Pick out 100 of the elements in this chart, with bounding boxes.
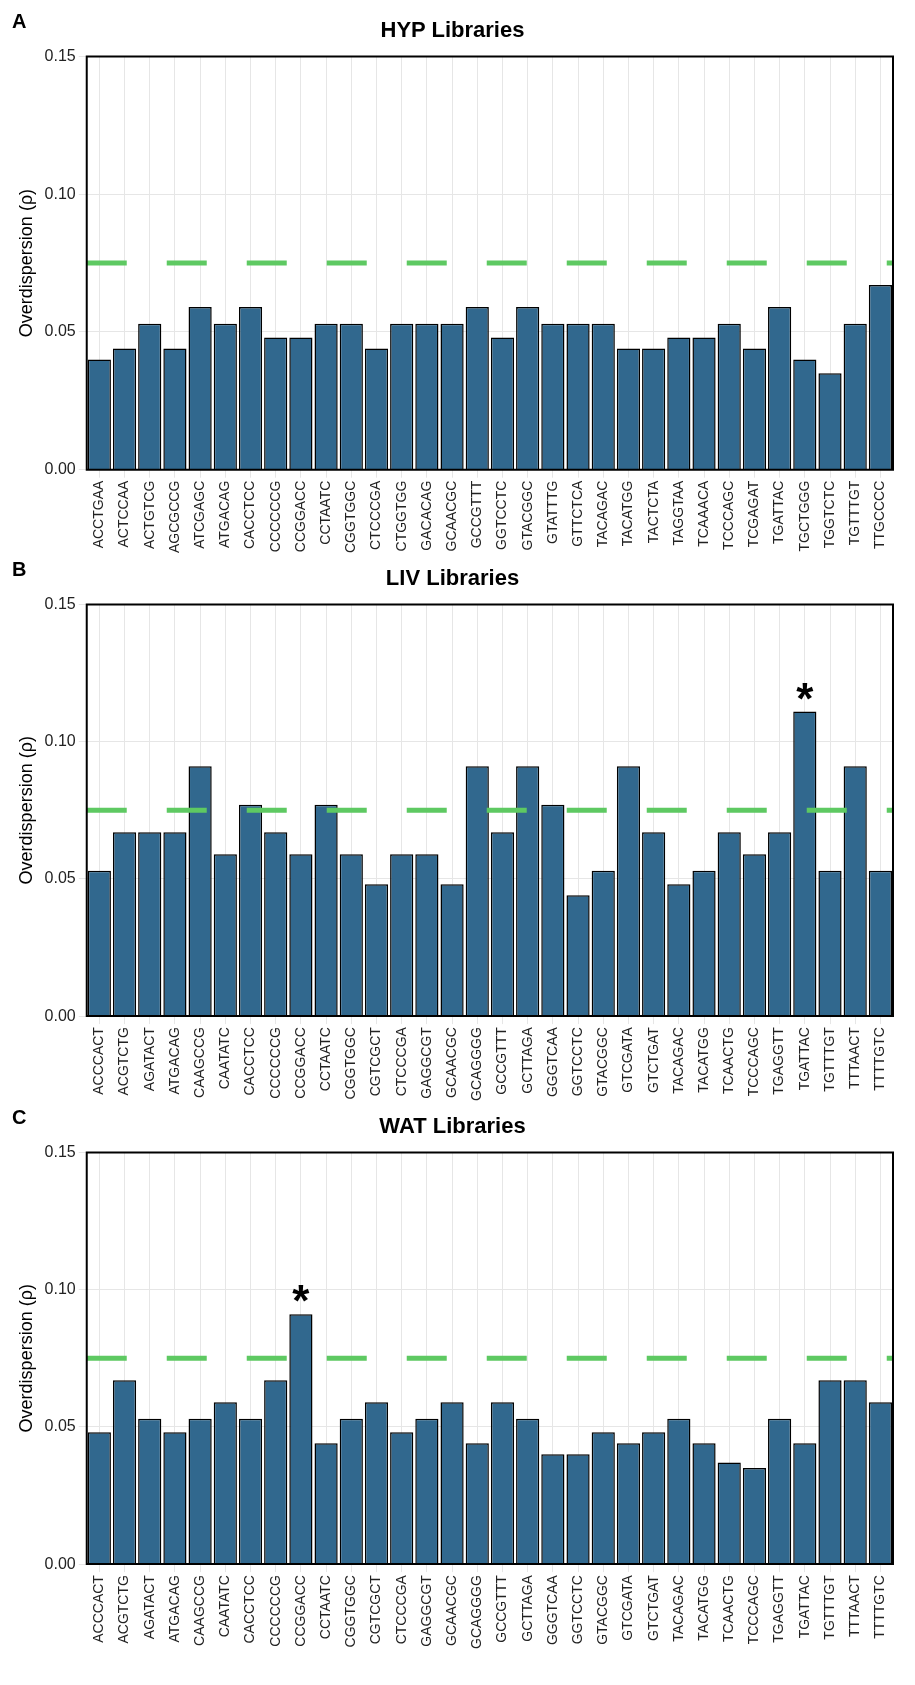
x-tick-label: CTCCCGA	[392, 1026, 409, 1097]
x-tick-label: TCGAGAT	[745, 480, 762, 548]
y-tick-label: 0.10	[44, 184, 76, 202]
x-tick-label: ACCCACT	[90, 1026, 107, 1095]
x-tick-label: CGGTGGC	[342, 1027, 359, 1100]
x-tick-label: GGGTCAA	[543, 1026, 560, 1098]
y-tick-label: 0.05	[44, 869, 76, 887]
x-tick-label: CCGGACC	[291, 1027, 308, 1099]
text: C	[12, 1105, 27, 1128]
x-tick-label: AGCGCCG	[165, 480, 182, 554]
x-tick-label: CGGTGGC	[342, 480, 359, 554]
x-tick-label: TTTTGTC	[871, 1575, 888, 1639]
x-tick-label: TGTTTGT	[820, 1026, 837, 1092]
x-tick-label: CCCCCCG	[266, 1575, 283, 1647]
x-tick-label: GGGTCAA	[543, 1574, 560, 1646]
x-tick-label: ACGTCTG	[115, 1027, 132, 1096]
x-tick-label: GCAACGC	[442, 480, 459, 552]
x-tick-label: TGAGGTT	[770, 1574, 787, 1643]
x-tick-label: GCAACGC	[442, 1575, 459, 1646]
x-tick-label: TCCCAGC	[745, 1575, 762, 1645]
x-tick-label: GTCTGAT	[644, 1026, 661, 1093]
x-tick-label: CTGGTGG	[392, 480, 409, 552]
y-axis-title: Overdispersion (ρ)	[15, 188, 36, 338]
x-tick-label: CCCCCCG	[266, 480, 283, 553]
x-tick-label: TACATGG	[694, 1575, 711, 1641]
x-tick-label: GCTTAGA	[518, 1574, 535, 1642]
x-tick-label: CGTCGCT	[367, 1574, 384, 1645]
x-tick-label: TCAACTG	[720, 1575, 737, 1642]
y-tick-label: 0.15	[44, 1142, 76, 1160]
x-tick-label: CTCCCGA	[367, 480, 384, 550]
x-tick-label: TTTTGTC	[871, 1027, 888, 1091]
x-tick-label: TACAGAC	[669, 1575, 686, 1642]
x-tick-label: TCCCAGC	[745, 1027, 762, 1097]
x-tick-label: CGGTGGC	[342, 1575, 359, 1648]
y-tick-label: 0.00	[44, 1006, 76, 1024]
x-tick-label: TAGGTAA	[669, 480, 686, 546]
x-tick-label: GTTCTCA	[568, 480, 585, 547]
x-tick-label: TGCTGGG	[795, 480, 812, 552]
x-tick-label: ATCGAGC	[190, 480, 207, 549]
x-tick-label: ATGACAG	[165, 1027, 182, 1095]
chart-title: LIV Libraries	[385, 565, 520, 591]
x-tick-label: CCGGACC	[291, 1575, 308, 1647]
x-tick-label: AGATACT	[140, 1026, 157, 1092]
x-tick-label: TCAAACA	[694, 480, 711, 547]
x-tick-label: ATGACAG	[216, 480, 233, 549]
x-tick-label: GCAGGGG	[468, 1575, 485, 1650]
x-tick-label: GGTCCTC	[493, 480, 510, 550]
y-tick-label: 0.15	[44, 594, 76, 612]
x-tick-label: CACCTCC	[241, 480, 258, 550]
y-axis-title: Overdispersion (ρ)	[15, 1284, 36, 1433]
y-tick-label: 0.05	[44, 1417, 76, 1435]
text: A	[12, 9, 27, 32]
x-tick-label: TGATTAC	[795, 1575, 812, 1639]
x-tick-label: CAAGCCG	[190, 1027, 207, 1098]
x-tick-label: GTACGGC	[594, 1027, 611, 1097]
x-tick-label: GTCTGAT	[644, 1574, 661, 1641]
x-tick-label: TGGTCTC	[820, 480, 837, 549]
x-tick-label: CCTAATC	[316, 1575, 333, 1640]
x-tick-label: ACCCACT	[90, 1574, 107, 1643]
x-tick-label: GCAACGC	[442, 1027, 459, 1098]
x-tick-label: GCCGTTT	[493, 1026, 510, 1095]
x-tick-label: TGTTTGT	[820, 1574, 837, 1640]
annotation: *	[796, 673, 815, 723]
annotation: *	[292, 1276, 311, 1326]
x-tick-label: TACTCTA	[644, 480, 661, 544]
x-tick-label: CCTAATC	[316, 480, 333, 545]
x-tick-label: GTATTTG	[543, 480, 560, 544]
x-tick-label: ACTCCAA	[115, 480, 132, 548]
x-tick-label: AGATACT	[140, 1574, 157, 1640]
y-tick-label: 0.10	[44, 1280, 76, 1298]
x-tick-label: CAAGCCG	[190, 1575, 207, 1646]
x-tick-label: TACATGG	[694, 1027, 711, 1093]
x-tick-label: TCCCAGC	[720, 480, 737, 550]
y-tick-label: 0.15	[44, 46, 76, 64]
x-tick-label: CAATATC	[216, 1027, 233, 1090]
x-tick-label: CACCTCC	[241, 1027, 258, 1096]
y-axis-title: Overdispersion (ρ)	[15, 736, 36, 885]
x-tick-label: TGAGGTT	[770, 1026, 787, 1095]
x-tick-label: TTGCCCC	[871, 480, 888, 550]
x-tick-label: ACTGTCG	[140, 480, 157, 550]
text: B	[12, 557, 27, 580]
x-tick-label: ATGACAG	[165, 1575, 182, 1643]
x-tick-label: GCCGTTT	[468, 480, 485, 549]
x-tick-label: ACCTGAA	[90, 480, 107, 549]
x-tick-label: TACATGG	[619, 480, 636, 547]
x-tick-label: TACAGAC	[594, 480, 611, 548]
x-tick-label: GCAGGGG	[468, 1027, 485, 1102]
x-tick-label: TTTAACT	[846, 1026, 863, 1090]
x-tick-label: CGTCGCT	[367, 1026, 384, 1097]
x-tick-label: GCCGTTT	[493, 1574, 510, 1643]
y-tick-label: 0.05	[44, 322, 76, 340]
x-tick-label: GAGGCGT	[417, 1026, 434, 1099]
x-tick-label: GTCGATA	[619, 1574, 636, 1641]
x-tick-label: GCTTAGA	[518, 1026, 535, 1094]
x-tick-label: ACGTCTG	[115, 1575, 132, 1644]
chart-title: WAT Libraries	[379, 1113, 526, 1139]
x-tick-label: TTTAACT	[846, 1574, 863, 1638]
x-tick-label: CACCTCC	[241, 1575, 258, 1644]
x-tick-label: CTCCCGA	[392, 1574, 409, 1645]
x-tick-label: TACAGAC	[669, 1027, 686, 1094]
